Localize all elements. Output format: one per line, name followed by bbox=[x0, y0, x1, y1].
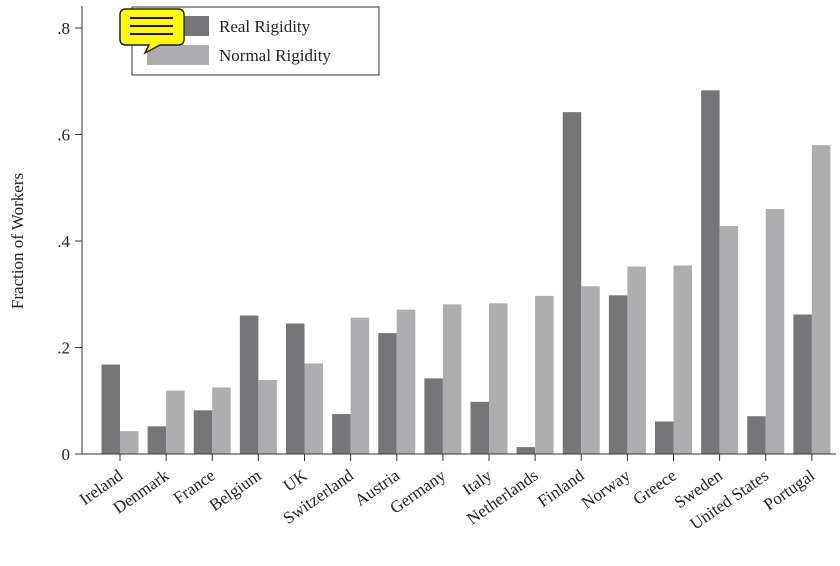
bar-normal-rigidity bbox=[581, 286, 600, 454]
speech-bubble-icon[interactable] bbox=[119, 8, 185, 55]
bar-real-rigidity bbox=[562, 112, 582, 454]
bar-real-rigidity bbox=[239, 315, 259, 454]
bar-real-rigidity bbox=[424, 378, 443, 454]
bar-real-rigidity bbox=[516, 447, 536, 454]
y-tick-label: .2 bbox=[57, 339, 70, 358]
bar-normal-rigidity bbox=[719, 226, 739, 454]
x-tick-label: Norway bbox=[578, 465, 634, 512]
bar-normal-rigidity bbox=[811, 145, 831, 454]
bar-normal-rigidity bbox=[258, 379, 277, 454]
bar-normal-rigidity bbox=[489, 303, 508, 454]
y-tick-label: .4 bbox=[57, 232, 70, 251]
bar-real-rigidity bbox=[332, 414, 351, 454]
x-tick-label: Finland bbox=[534, 465, 588, 511]
bar-normal-rigidity bbox=[765, 209, 785, 454]
bar-normal-rigidity bbox=[396, 309, 416, 454]
bar-real-rigidity bbox=[701, 90, 720, 455]
bar-real-rigidity bbox=[608, 295, 628, 454]
y-tick-label: .8 bbox=[57, 19, 70, 38]
bar-normal-rigidity bbox=[212, 387, 231, 454]
bar-real-rigidity bbox=[193, 410, 213, 454]
bar-normal-rigidity bbox=[673, 265, 692, 454]
bar-real-rigidity bbox=[793, 314, 812, 454]
bar-real-rigidity bbox=[378, 333, 397, 454]
bar-real-rigidity bbox=[747, 416, 766, 454]
legend-label-normal: Normal Rigidity bbox=[219, 46, 331, 65]
bars bbox=[101, 90, 831, 455]
bar-real-rigidity bbox=[101, 364, 120, 454]
bar-real-rigidity bbox=[286, 323, 305, 454]
y-axis-label: Fraction of Workers bbox=[8, 173, 27, 309]
bar-normal-rigidity bbox=[304, 363, 323, 454]
bar-real-rigidity bbox=[147, 426, 167, 454]
bar-normal-rigidity bbox=[442, 304, 462, 454]
y-tick-label: 0 bbox=[62, 445, 71, 464]
x-tick-label: Belgium bbox=[206, 466, 265, 515]
x-tick-label: Portugal bbox=[760, 466, 818, 515]
y-tick-label: .6 bbox=[57, 126, 70, 145]
x-tick-label: UK bbox=[280, 465, 312, 495]
legend-label-real: Real Rigidity bbox=[219, 17, 311, 36]
bar-normal-rigidity bbox=[120, 431, 139, 454]
legend-swatch-normal bbox=[147, 45, 209, 65]
bar-normal-rigidity bbox=[166, 390, 185, 454]
bar-normal-rigidity bbox=[535, 295, 554, 454]
bar-real-rigidity bbox=[655, 421, 674, 454]
y-axis: 0 .2 .4 .6 .8 bbox=[57, 6, 83, 464]
bar-normal-rigidity bbox=[627, 266, 646, 454]
bar-normal-rigidity bbox=[350, 317, 370, 454]
x-tick-label: Greece bbox=[629, 466, 679, 509]
bar-real-rigidity bbox=[470, 401, 489, 454]
